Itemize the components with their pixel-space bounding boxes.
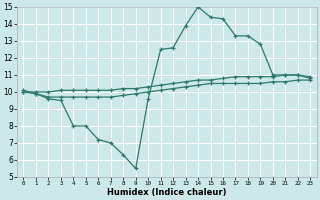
X-axis label: Humidex (Indice chaleur): Humidex (Indice chaleur) — [107, 188, 227, 197]
